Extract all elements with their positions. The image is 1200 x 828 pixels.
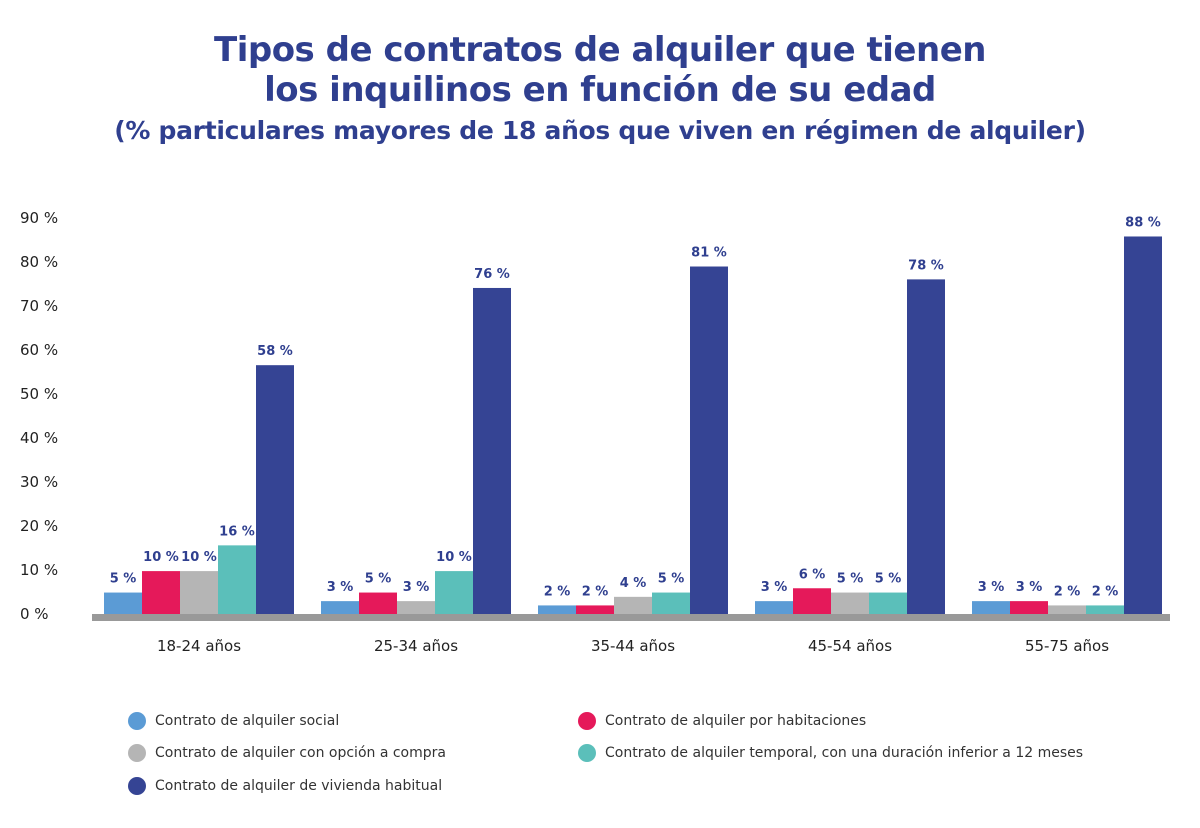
data-label: 2 %: [1054, 584, 1081, 599]
data-label: 10 %: [143, 550, 179, 565]
chart-title-line2: los inquilinos en función de su edad: [264, 70, 936, 110]
x-tick-label: 18-24 años: [157, 637, 241, 655]
data-label: 81 %: [691, 246, 727, 261]
bar: [1086, 605, 1124, 614]
bar: [652, 592, 690, 614]
data-label: 6 %: [799, 567, 826, 582]
bar: [180, 571, 218, 614]
bar: [755, 601, 793, 614]
y-tick-label: 70 %: [20, 297, 58, 315]
y-tick-label: 60 %: [20, 341, 58, 359]
data-label: 3 %: [327, 580, 354, 595]
bar: [793, 588, 831, 614]
legend-label: Contrato de alquiler con opción a compra: [155, 745, 446, 761]
data-label: 2 %: [1092, 584, 1119, 599]
legend-item: Contrato de alquiler temporal, con una d…: [578, 744, 1083, 762]
legend-item: Contrato de alquiler de vivienda habitua…: [128, 777, 442, 795]
data-label: 3 %: [1016, 580, 1043, 595]
bar: [256, 365, 294, 614]
bar: [831, 592, 869, 614]
legend-swatch-icon: [578, 744, 596, 762]
bar: [576, 605, 614, 614]
bar: [1124, 236, 1162, 615]
x-tick-label: 35-44 años: [591, 637, 675, 655]
data-label: 5 %: [110, 572, 137, 587]
data-label: 3 %: [978, 580, 1005, 595]
y-tick-label: 80 %: [20, 253, 58, 271]
bar: [473, 287, 511, 614]
legend-swatch-icon: [578, 712, 596, 730]
bar: [614, 596, 652, 614]
bar: [435, 571, 473, 614]
data-label: 78 %: [908, 258, 944, 273]
bar: [1010, 601, 1048, 614]
y-tick-label: 50 %: [20, 385, 58, 403]
y-tick-label: 30 %: [20, 473, 58, 491]
chart-subtitle: (% particulares mayores de 18 años que v…: [114, 116, 1086, 145]
legend-swatch-icon: [128, 744, 146, 762]
data-label: 10 %: [436, 550, 472, 565]
y-tick-label: 90 %: [20, 209, 58, 227]
legend-label: Contrato de alquiler temporal, con una d…: [605, 745, 1084, 761]
x-tick-label: 45-54 años: [808, 637, 892, 655]
data-label: 3 %: [761, 580, 788, 595]
x-axis-baseline: [92, 614, 1170, 621]
data-label: 2 %: [544, 584, 571, 599]
data-label: 5 %: [875, 572, 902, 587]
y-tick-label: 40 %: [20, 429, 58, 447]
legend-swatch-icon: [128, 777, 146, 795]
chart-title-line1: Tipos de contratos de alquiler que tiene…: [214, 30, 986, 70]
x-tick-label: 55-75 años: [1025, 637, 1109, 655]
data-label: 88 %: [1125, 215, 1161, 230]
y-tick-label: 0 %: [20, 605, 49, 623]
data-label: 2 %: [582, 584, 609, 599]
y-tick-label: 20 %: [20, 517, 58, 535]
legend-label: Contrato de alquiler por habitaciones: [605, 713, 867, 729]
data-label: 3 %: [403, 580, 430, 595]
y-tick-label: 10 %: [20, 561, 58, 579]
bar: [218, 545, 256, 614]
bar: [321, 601, 359, 614]
bar-chart: 0 % 10 % 20 % 30 % 40 % 50 % 60 % 70 % 80 % 90 % 5…: [20, 209, 1170, 655]
bar: [142, 571, 180, 614]
legend-item: Contrato de alquiler social: [128, 712, 339, 730]
legend-item: Contrato de alquiler por habitaciones: [578, 712, 866, 730]
bar: [538, 605, 576, 614]
data-label: 58 %: [257, 344, 293, 359]
bar: [397, 601, 435, 614]
data-label: 4 %: [620, 576, 647, 591]
legend-label: Contrato de alquiler social: [155, 713, 340, 729]
bar: [972, 601, 1010, 614]
x-tick-label: 25-34 años: [374, 637, 458, 655]
bar: [690, 266, 728, 614]
legend-item: Contrato de alquiler con opción a compra: [128, 744, 446, 762]
bar: [359, 592, 397, 614]
data-label: 5 %: [837, 572, 864, 587]
data-label: 76 %: [474, 267, 510, 282]
data-label: 5 %: [365, 572, 392, 587]
legend-label: Contrato de alquiler de vivienda habitua…: [155, 778, 443, 794]
bar: [1048, 605, 1086, 614]
data-label: 10 %: [181, 550, 217, 565]
bar: [104, 592, 142, 614]
legend-swatch-icon: [128, 712, 146, 730]
bar: [869, 592, 907, 614]
data-label: 16 %: [219, 524, 255, 539]
bar: [907, 279, 945, 614]
data-label: 5 %: [658, 572, 685, 587]
